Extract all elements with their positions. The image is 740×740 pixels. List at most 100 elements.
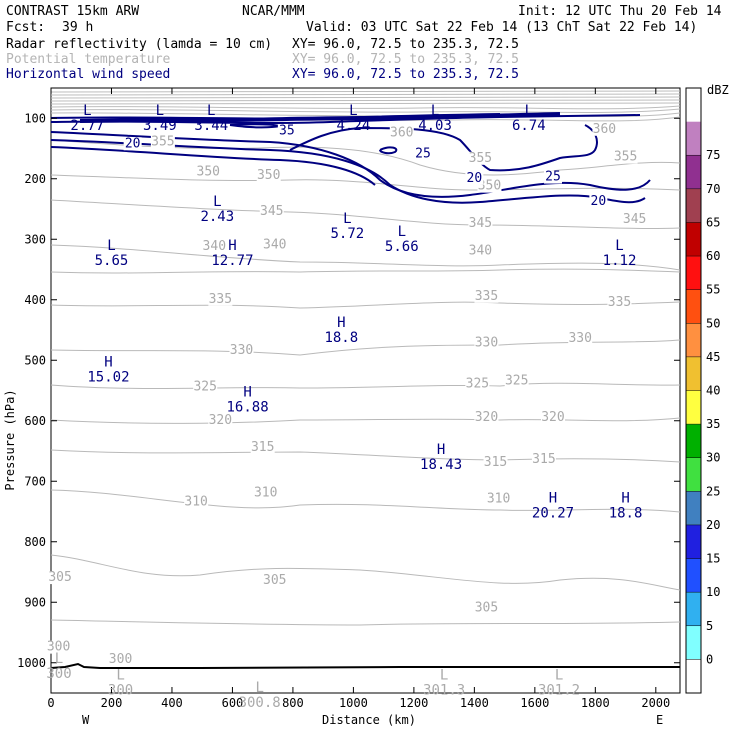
terrain-line bbox=[51, 662, 680, 669]
theta-label-bg bbox=[568, 332, 593, 346]
theta-label: 335 bbox=[209, 292, 232, 307]
theta-label: 355 bbox=[614, 150, 637, 165]
extremum-type: L bbox=[555, 668, 563, 684]
colorbar-label: 70 bbox=[706, 182, 720, 196]
theta-label: 340 bbox=[263, 237, 286, 252]
colorbar-label: 60 bbox=[706, 249, 720, 263]
colorbar-swatch bbox=[686, 155, 701, 189]
theta-label-bg bbox=[477, 179, 502, 193]
theta-label-bg bbox=[193, 380, 218, 394]
theta-label-bg bbox=[474, 289, 499, 303]
extremum-value: 4.24 bbox=[337, 118, 371, 134]
colorbar-swatch bbox=[686, 121, 701, 156]
fcst-value: 39 h bbox=[62, 20, 93, 35]
fcst-label: Fcst: bbox=[6, 20, 45, 35]
colorbar-swatch bbox=[686, 356, 701, 391]
theta-label: 310 bbox=[487, 491, 510, 506]
theta-label: 315 bbox=[251, 440, 274, 455]
colorbar-label: 45 bbox=[706, 350, 720, 364]
theta-label-bg bbox=[256, 168, 281, 182]
theta-label: 330 bbox=[475, 335, 498, 350]
y-tick-label: 600 bbox=[24, 414, 46, 428]
theta-label: 340 bbox=[203, 239, 226, 254]
theta-label-bg bbox=[531, 453, 556, 467]
theta-label: 320 bbox=[475, 410, 498, 425]
colorbar-label: 15 bbox=[706, 552, 720, 566]
extremum-value: 301.2 bbox=[538, 683, 580, 699]
extremum-type: L bbox=[349, 103, 357, 119]
extremum-type: L bbox=[398, 224, 406, 240]
theta-label: 310 bbox=[184, 494, 207, 509]
y-tick-label: 700 bbox=[24, 474, 46, 488]
init-time: Init: 12 UTC Thu 20 Feb 14 bbox=[518, 4, 722, 19]
theta-label: 345 bbox=[469, 216, 492, 231]
y-tick-label: 100 bbox=[24, 111, 46, 125]
colorbar-swatch bbox=[686, 188, 701, 223]
colorbar-swatch bbox=[686, 659, 701, 693]
extremum-value: 15.02 bbox=[87, 369, 129, 385]
extremum-type: L bbox=[525, 103, 533, 119]
y-tick-label: 300 bbox=[24, 232, 46, 246]
colorbar-swatch bbox=[686, 524, 701, 559]
theta-label-bg bbox=[262, 574, 287, 588]
theta-label: 345 bbox=[260, 204, 283, 219]
theta-label: 325 bbox=[505, 373, 528, 388]
theta-label: 360 bbox=[593, 122, 616, 137]
extremum-type: H bbox=[228, 238, 236, 254]
colorbar-label: 5 bbox=[706, 619, 713, 633]
theta-label-bg bbox=[465, 377, 490, 391]
colorbar-label: 75 bbox=[706, 148, 720, 162]
y-axis-label: Pressure (hPa) bbox=[3, 389, 17, 490]
extremum-value: 6.74 bbox=[512, 118, 546, 134]
wind-label-bg bbox=[465, 171, 484, 185]
theta-label: 320 bbox=[541, 410, 564, 425]
theta-label: 340 bbox=[469, 243, 492, 258]
extremum-value: 18.8 bbox=[609, 505, 643, 521]
y-axis: 100 200 300 400 500 600 700 800 900 1000 bbox=[17, 111, 680, 670]
extremum-value: 300 bbox=[46, 666, 71, 682]
extremum-value: 16.88 bbox=[226, 400, 268, 416]
theta-label: 300 bbox=[109, 652, 132, 667]
theta-label: 330 bbox=[568, 331, 591, 346]
wind-label-bg bbox=[413, 147, 432, 161]
theta-label-bg bbox=[613, 150, 638, 164]
extremum-value: 301.3 bbox=[423, 683, 465, 699]
wind-label-bg bbox=[589, 194, 608, 208]
y-tick-label: 1000 bbox=[17, 656, 46, 670]
colorbar-label: 0 bbox=[706, 652, 713, 666]
theta-label-bg bbox=[259, 205, 284, 219]
theta-label: 355 bbox=[151, 134, 174, 149]
theta-label-bg bbox=[229, 344, 254, 358]
theta-label-bg bbox=[389, 126, 414, 140]
x-tick-label: 600 bbox=[222, 696, 244, 710]
theta-label: 300 bbox=[47, 640, 70, 655]
theta-label-bg bbox=[540, 410, 565, 424]
x-axis-label: Distance (km) bbox=[322, 713, 416, 727]
colorbar-swatch bbox=[686, 424, 701, 458]
wind-label: 25 bbox=[545, 170, 561, 185]
colorbar-swatch bbox=[686, 323, 701, 357]
extremum-type: H bbox=[549, 490, 557, 506]
colorbar-label: 40 bbox=[706, 384, 720, 398]
wind-label-bg bbox=[277, 124, 296, 138]
wind-label-bg bbox=[543, 170, 562, 184]
extremum-value: 12.77 bbox=[211, 253, 253, 269]
theta-label-bg bbox=[202, 240, 227, 254]
colorbar-label: 30 bbox=[706, 451, 720, 465]
theta-label-bg bbox=[622, 212, 647, 226]
theta-label-bg bbox=[48, 571, 73, 585]
colorbar: 0 5 10 15 20 25 30 35 40 45 50 55 60 65 70 75 bbox=[685, 87, 720, 694]
org-label: NCAR/MMM bbox=[242, 4, 305, 19]
x-tick-label: 1400 bbox=[460, 696, 489, 710]
colorbar-swatch bbox=[686, 88, 701, 122]
colorbar-swatch bbox=[686, 256, 701, 290]
wind-labels: 35 25 20 20 20 25 bbox=[123, 124, 608, 209]
colorbar-swatch bbox=[686, 222, 701, 257]
theta-label: 330 bbox=[230, 343, 253, 358]
extremum-value: 5.72 bbox=[330, 226, 364, 242]
extremum-type: L bbox=[207, 103, 215, 119]
theta-label-bg bbox=[46, 640, 71, 654]
x-tick-label: 2000 bbox=[641, 696, 670, 710]
extremum-type: H bbox=[437, 442, 445, 458]
x-tick-label: 200 bbox=[101, 696, 123, 710]
